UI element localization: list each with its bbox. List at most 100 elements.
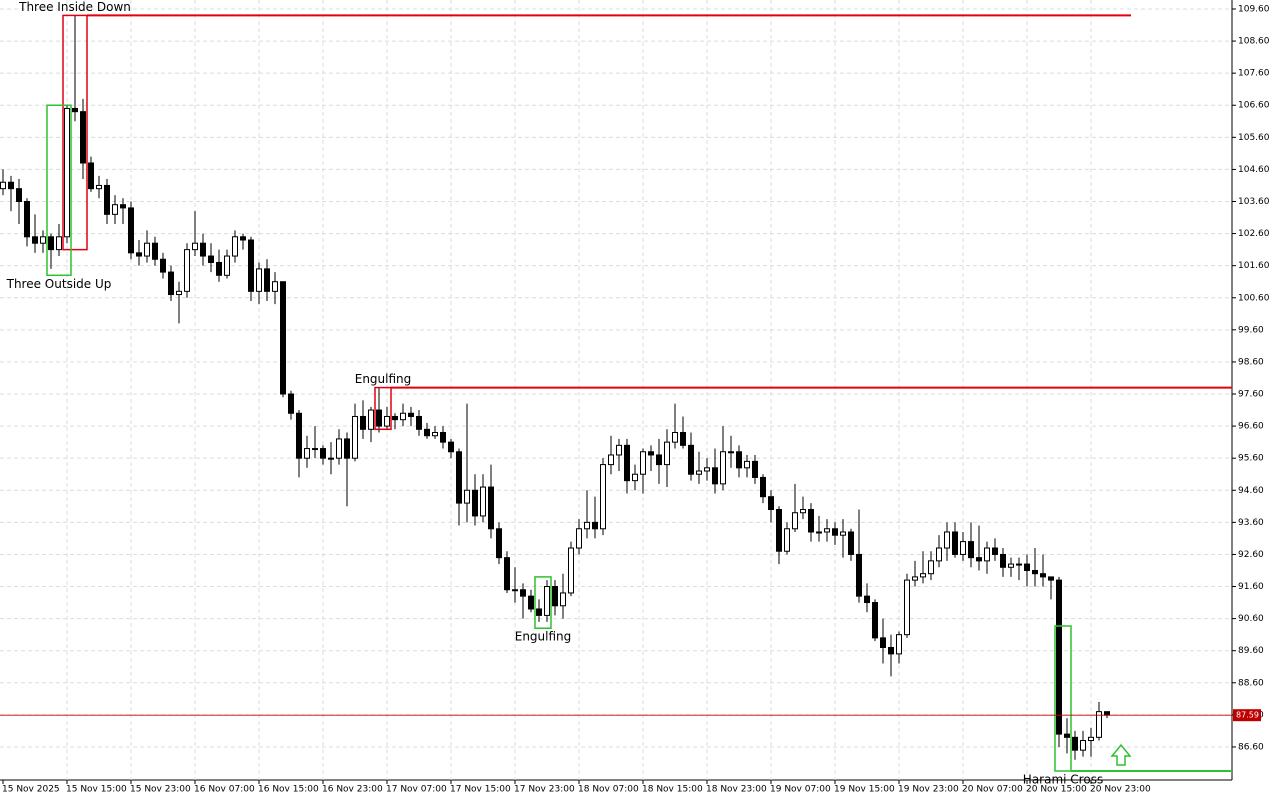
candle-body xyxy=(904,579,910,636)
candle-body xyxy=(696,470,702,475)
candle-body xyxy=(240,236,246,241)
x-tick-label: 16 Nov 07:00 xyxy=(194,785,255,795)
candle-body xyxy=(96,184,102,190)
candle-body xyxy=(952,531,958,555)
y-tick-label: 96.60 xyxy=(1238,422,1264,432)
candle-body xyxy=(856,553,862,597)
y-tick-label: 104.60 xyxy=(1238,165,1270,175)
candle-body xyxy=(992,547,998,555)
candle-body xyxy=(448,441,454,453)
candle-body xyxy=(584,521,590,530)
x-tick-label: 15 Nov 23:00 xyxy=(130,785,191,795)
candle-body xyxy=(912,576,918,581)
candle-body xyxy=(0,181,6,190)
candle-body xyxy=(872,602,878,639)
candle-body xyxy=(344,438,350,459)
candle-body xyxy=(392,415,398,421)
candle-body xyxy=(552,586,558,607)
candle-body xyxy=(1016,563,1022,566)
candle-body xyxy=(496,528,502,559)
y-tick-label: 100.60 xyxy=(1238,293,1270,303)
candle-body xyxy=(432,432,438,437)
y-tick-label: 94.60 xyxy=(1238,486,1264,496)
x-tick-label: 19 Nov 15:00 xyxy=(834,785,895,795)
candle-body xyxy=(400,412,406,421)
candle-body xyxy=(664,441,670,466)
x-tick-label: 17 Nov 15:00 xyxy=(450,785,511,795)
candle-body xyxy=(224,255,230,276)
candle-body xyxy=(616,444,622,456)
candle-body xyxy=(1096,711,1102,738)
candle-body xyxy=(272,281,278,292)
x-tick-label: 18 Nov 15:00 xyxy=(642,785,703,795)
candle-body xyxy=(632,473,638,482)
x-tick-label: 19 Nov 23:00 xyxy=(898,785,959,795)
x-tick-label: 18 Nov 23:00 xyxy=(706,785,767,795)
candle-body xyxy=(1032,569,1038,575)
candle-body xyxy=(296,412,302,459)
candle-body xyxy=(792,512,798,530)
candle-body xyxy=(416,415,422,430)
candle-body xyxy=(32,236,38,244)
candle-body xyxy=(568,547,574,594)
candle-body xyxy=(608,454,614,466)
y-tick-label: 107.60 xyxy=(1238,69,1270,79)
candle-body xyxy=(768,496,774,511)
candle-body xyxy=(424,428,430,437)
candle-body xyxy=(456,451,462,504)
candle-body xyxy=(688,444,694,475)
candle-body xyxy=(1056,579,1062,735)
candle-body xyxy=(152,242,158,260)
candle-body xyxy=(288,393,294,414)
candle-body xyxy=(640,451,646,475)
candle-body xyxy=(704,467,710,472)
x-tick-label: 19 Nov 07:00 xyxy=(770,785,831,795)
candle-body xyxy=(336,438,342,459)
candle-body xyxy=(1048,576,1054,581)
candle-body xyxy=(216,261,222,276)
candle-body xyxy=(408,412,414,417)
y-tick-label: 103.60 xyxy=(1238,197,1270,207)
candle-body xyxy=(472,489,478,517)
candle-body xyxy=(672,432,678,443)
candle-body xyxy=(760,476,766,498)
candle-body xyxy=(144,242,150,257)
y-tick-label: 97.60 xyxy=(1238,390,1264,400)
pattern-box xyxy=(1054,625,1072,772)
candle-body xyxy=(720,451,726,485)
candle-body xyxy=(128,207,134,254)
candle-body xyxy=(944,531,950,549)
candle-body xyxy=(936,547,942,562)
x-tick-label: 17 Nov 23:00 xyxy=(514,785,575,795)
candle-body xyxy=(440,432,446,443)
candle-body xyxy=(160,258,166,273)
candle-body xyxy=(520,589,526,597)
buy-arrow xyxy=(1110,743,1132,766)
y-tick-label: 95.60 xyxy=(1238,454,1264,464)
candle-body xyxy=(984,547,990,562)
candle-body xyxy=(40,236,46,244)
candle-body xyxy=(184,249,190,292)
x-tick-label: 15 Nov 15:00 xyxy=(66,785,127,795)
pattern-box xyxy=(534,576,552,629)
x-tick-label: 20 Nov 15:00 xyxy=(1026,785,1087,795)
candle-body xyxy=(88,162,94,190)
candle-body xyxy=(176,290,182,296)
pattern-label: Three Outside Up xyxy=(6,277,112,291)
candle-body xyxy=(64,107,70,238)
candle-body xyxy=(776,509,782,552)
candle-body xyxy=(928,560,934,575)
candle-body xyxy=(56,236,62,251)
candle-body xyxy=(504,557,510,591)
candle-body xyxy=(360,415,366,430)
candle-body xyxy=(656,454,662,466)
candle-body xyxy=(624,444,630,482)
candle-body xyxy=(1064,733,1070,738)
candle-body xyxy=(816,531,822,534)
y-tick-label: 109.60 xyxy=(1238,4,1270,14)
candle-body xyxy=(168,271,174,296)
candle-body xyxy=(368,409,374,430)
y-tick-label: 91.60 xyxy=(1238,582,1264,592)
